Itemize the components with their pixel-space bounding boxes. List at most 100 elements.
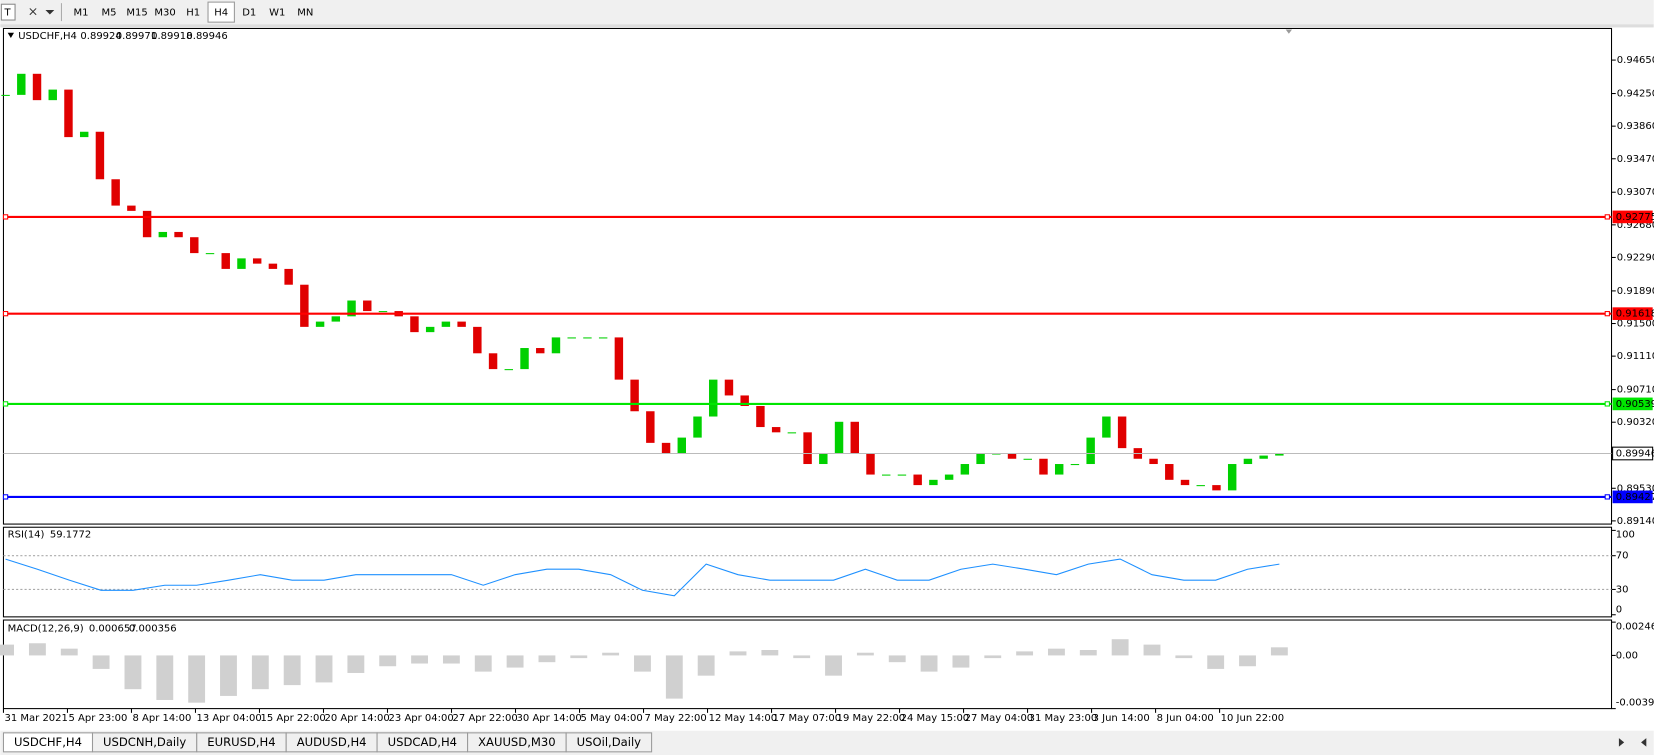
candle-body (693, 416, 702, 438)
macd-bar (506, 655, 524, 668)
candle-body (583, 337, 592, 339)
macd-tick-label: -0.003939 (1616, 697, 1654, 708)
candle-body (1180, 479, 1190, 486)
candle-body (944, 474, 954, 480)
time-label: 8 Apr 14:00 (133, 713, 192, 724)
level-handle[interactable] (1604, 311, 1610, 317)
macd-bar (315, 655, 333, 683)
candle-body (1259, 455, 1268, 459)
candle-body (787, 432, 797, 434)
level-handle[interactable] (1604, 214, 1610, 220)
macd-bar (28, 643, 46, 656)
level-handle[interactable] (2, 401, 9, 407)
symbol-label: USDCHF,H4 (18, 31, 77, 42)
tab-label[interactable]: USOil,Daily (577, 735, 641, 749)
level-box (1612, 397, 1653, 411)
candle-body (425, 326, 435, 333)
rsi-tick-label: 30 (1616, 584, 1629, 595)
candle-body (960, 464, 970, 475)
tab-label[interactable]: USDCNH,Daily (103, 735, 186, 749)
candle-body (441, 321, 451, 327)
candle-body (740, 395, 749, 406)
timeframe-button[interactable] (123, 2, 151, 23)
candle-body (913, 474, 922, 486)
level-label: 0.92775 (1616, 212, 1654, 223)
candle-body (488, 353, 498, 370)
candle-body (237, 258, 246, 269)
level-handle[interactable] (2, 311, 9, 317)
time-label: 8 Jun 04:00 (1157, 713, 1214, 724)
time-label: 15 Apr 22:00 (261, 713, 326, 724)
macd-tick-label: 0.002465 (1616, 621, 1654, 632)
candle-body (205, 253, 215, 255)
macd-bar (1207, 655, 1225, 669)
candle-body (174, 231, 183, 238)
timeframe-button[interactable] (95, 2, 123, 23)
timeframe-button[interactable] (179, 2, 207, 23)
candle-body (158, 231, 168, 238)
level-label: 0.89427 (1616, 492, 1654, 503)
timeframe-label: M30 (154, 8, 175, 19)
macd-bar (251, 655, 269, 690)
time-label: 7 May 22:00 (645, 713, 707, 724)
candle-body (252, 258, 262, 264)
candle-body (677, 437, 687, 454)
candle-body (520, 348, 529, 370)
level-handle[interactable] (2, 214, 9, 220)
macd-bar (156, 655, 174, 700)
candle-body (1275, 453, 1284, 456)
level-handle[interactable] (1604, 494, 1610, 500)
candle-body (17, 73, 26, 95)
timeframe-button[interactable] (207, 1, 235, 23)
timeframe-button[interactable] (67, 2, 95, 23)
text-tool[interactable] (0, 3, 16, 21)
tab-label[interactable]: USDCAD,H4 (388, 735, 457, 749)
candle-body (79, 131, 89, 138)
candle-body (378, 311, 388, 313)
tab-label[interactable]: USDCHF,H4 (14, 735, 82, 749)
macd-bar (825, 655, 842, 676)
chart-menu-arrow (7, 32, 15, 38)
timeframe-button[interactable] (264, 2, 291, 23)
level-label: 0.91618 (1616, 309, 1654, 320)
candle-body (897, 474, 907, 476)
timeframe-button[interactable] (292, 2, 319, 23)
macd-bar (220, 655, 237, 696)
timeframe-button[interactable] (151, 2, 179, 23)
tab-label[interactable]: AUDUSD,H4 (297, 735, 367, 749)
tools-dropdown[interactable] (29, 8, 55, 16)
macd-bar (602, 652, 620, 656)
candle-body (142, 210, 152, 238)
candle-body (111, 179, 120, 206)
candle-body (646, 411, 655, 443)
timeframe-label: H1 (186, 8, 200, 19)
rsi-pane (2, 526, 1613, 618)
timeframe-label: M5 (102, 8, 117, 19)
candle-body (1149, 458, 1158, 465)
macd-bar (1016, 651, 1034, 656)
level-handle[interactable] (2, 494, 9, 500)
macd-bar (92, 655, 110, 669)
timeframe-button[interactable] (236, 2, 263, 23)
macd-bar (888, 655, 906, 663)
tab[interactable] (565, 732, 653, 753)
macd-bar (665, 655, 683, 699)
level-box (1612, 307, 1653, 320)
candle-body (315, 321, 325, 327)
macd-bar (1175, 655, 1193, 659)
ohlc-value: 0.89971 (116, 31, 157, 42)
macd-name: MACD(12,26,9) (8, 623, 84, 634)
tab-label[interactable]: XAUUSD,M30 (478, 735, 555, 749)
candle-body (1023, 458, 1032, 460)
candle-body (300, 284, 309, 327)
candle-body (190, 237, 199, 254)
candle-body (504, 369, 514, 371)
level-handle[interactable] (1604, 401, 1610, 407)
tab-label[interactable]: EURUSD,H4 (207, 735, 275, 749)
macd-bar (1111, 639, 1129, 656)
